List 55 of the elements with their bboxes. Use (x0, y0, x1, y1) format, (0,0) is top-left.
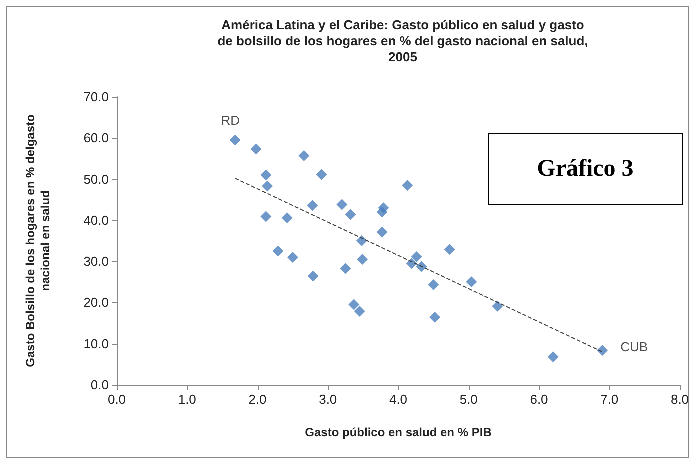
y-axis-title: Gasto Bolsillo de los hogares en % delgasto nacional en salud (24, 114, 52, 368)
point (492, 300, 504, 312)
x-tick-label: 5.0 (460, 392, 478, 407)
point (597, 344, 608, 356)
point (287, 252, 298, 263)
point (260, 170, 272, 181)
point (430, 312, 441, 324)
point (357, 254, 368, 266)
point (378, 202, 390, 214)
point (260, 211, 272, 222)
x-tick-label: 8.0 (670, 392, 690, 407)
point (428, 280, 440, 291)
annotation: CUB (620, 339, 648, 354)
y-tick-label: 50.0 (84, 172, 109, 187)
point (340, 263, 352, 274)
x-tick-label: 3.0 (319, 392, 338, 407)
point (356, 236, 368, 246)
x-tick-label: 1.0 (178, 392, 196, 407)
point (272, 246, 284, 257)
x-tick-label: 2.0 (248, 392, 267, 407)
y-tick-label: 20.0 (84, 295, 109, 310)
x-tick-label: 7.0 (600, 392, 619, 407)
x-tick-label: 0.0 (108, 392, 126, 407)
point (307, 200, 318, 212)
y-tick-label: 10.0 (84, 336, 109, 352)
annotation: RD (221, 113, 240, 128)
annotation: Gráfico 3 (537, 156, 634, 182)
point (376, 226, 388, 238)
x-tick-label: 4.0 (389, 392, 408, 407)
point (298, 150, 310, 162)
point (354, 306, 366, 317)
point (316, 169, 328, 180)
point (402, 180, 414, 191)
point (444, 244, 456, 256)
caption-box: Gráfico 3 (488, 133, 683, 205)
chart-title: América Latina y el Caribe: Gasto público en salud y gasto de bolsillo de los hogares en % del gasto nacional en salud, 2005 (218, 18, 588, 64)
point (548, 352, 559, 363)
point (345, 209, 356, 220)
y-tick-label: 0.0 (90, 378, 109, 392)
y-tick-label: 60.0 (84, 130, 109, 146)
point (416, 261, 428, 272)
point (466, 276, 478, 288)
y-tick-label: 30.0 (84, 254, 109, 270)
y-tick-label: 70.0 (84, 90, 109, 104)
point (411, 252, 422, 263)
x-axis-title: Gasto público en salud en % PIB (305, 426, 492, 440)
point (336, 199, 348, 210)
point (348, 299, 360, 310)
point (262, 180, 274, 192)
point (308, 270, 319, 282)
y-tick-label: 40.0 (84, 212, 109, 228)
x-tick-label: 6.0 (530, 392, 548, 407)
point (250, 144, 262, 155)
point (230, 134, 241, 146)
point (282, 212, 293, 224)
